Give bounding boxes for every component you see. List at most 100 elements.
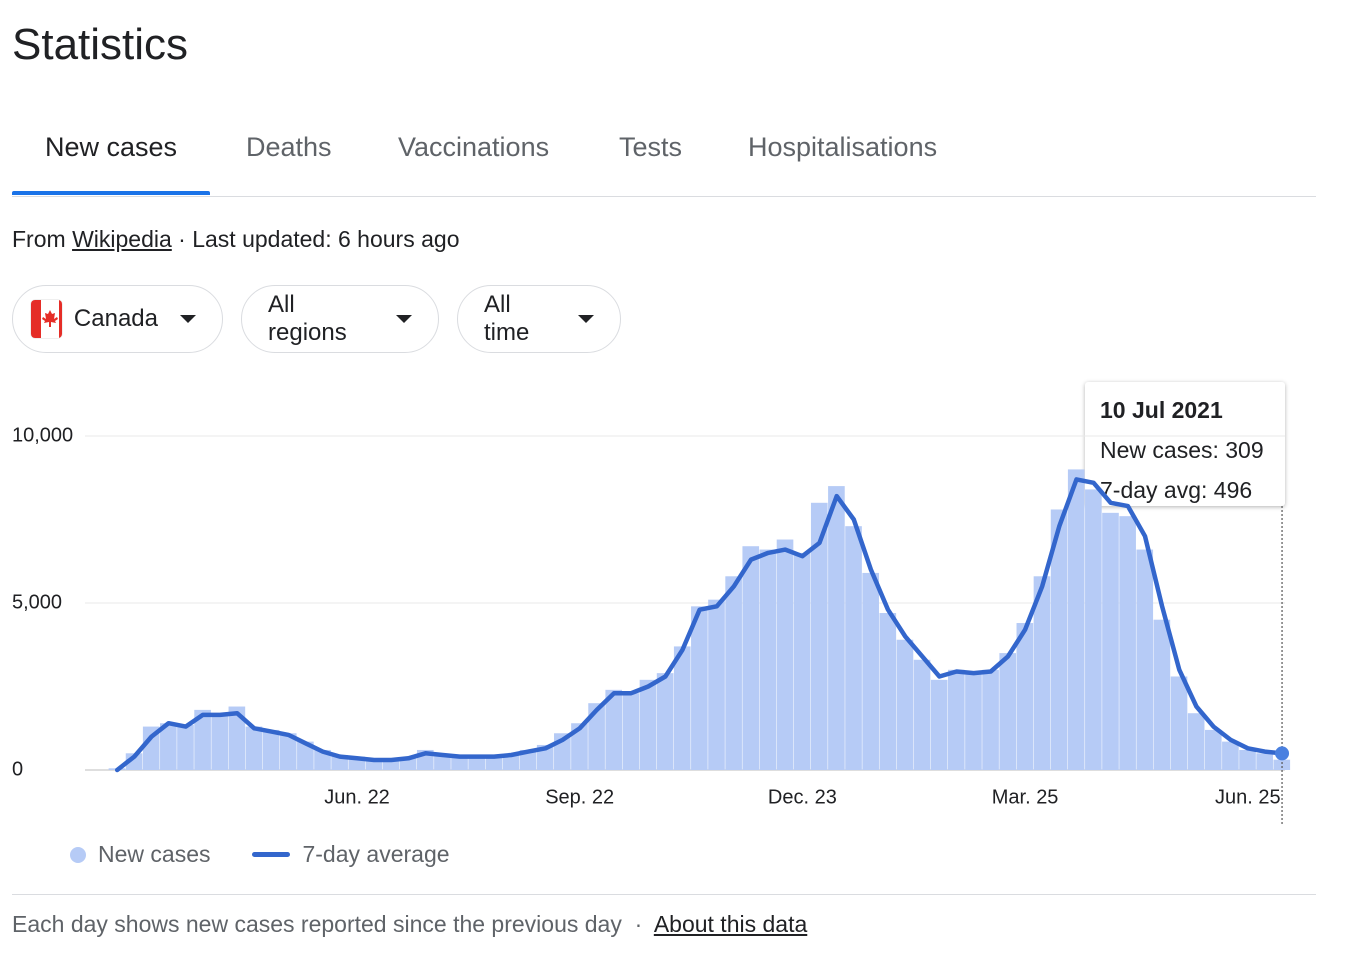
- bar: [160, 723, 177, 770]
- bar: [708, 599, 725, 770]
- bar: [331, 754, 348, 770]
- bar: [502, 753, 520, 770]
- bar: [194, 709, 211, 770]
- bar: [691, 606, 708, 770]
- bar: [828, 486, 845, 770]
- bar: [999, 653, 1017, 770]
- bar: [1153, 619, 1171, 770]
- y-tick-label: 0: [12, 758, 23, 780]
- hover-dot: [1275, 746, 1290, 761]
- footer: Each day shows new cases reported since …: [12, 911, 807, 938]
- x-tick-label: Jun. 25: [1215, 786, 1281, 808]
- source-prefix: From: [12, 226, 66, 252]
- bar: [793, 552, 811, 770]
- separator: ·: [634, 911, 643, 937]
- bar: [1016, 623, 1034, 770]
- bar: [982, 669, 999, 770]
- bar: [725, 576, 742, 770]
- bar: [125, 753, 143, 770]
- bar: [1085, 489, 1102, 770]
- bar: [108, 768, 126, 770]
- tab[interactable]: Tests: [619, 132, 683, 162]
- bar: [965, 673, 982, 770]
- divider: [12, 894, 1316, 895]
- bar: [913, 659, 931, 770]
- last-updated: · Last updated: 6 hours ago: [178, 226, 460, 252]
- filter-label: All regions: [268, 291, 347, 346]
- bar: [845, 526, 862, 770]
- dropdown-caret: [396, 315, 412, 323]
- bar: [177, 724, 194, 770]
- filter-chip[interactable]: All time: [457, 285, 621, 353]
- divider: [12, 196, 1316, 197]
- tooltip-item: 7-day avg: 496: [1100, 477, 1253, 503]
- bar: [1102, 512, 1119, 770]
- bar: [262, 729, 280, 770]
- bar: [930, 679, 948, 770]
- x-tick-label: Jun. 22: [324, 786, 390, 808]
- tab[interactable]: New cases: [45, 132, 178, 162]
- tooltip: 10 Jul 2021 New cases: 309 7-day avg: 49…: [1085, 382, 1285, 506]
- dropdown-caret: [578, 315, 594, 323]
- tab[interactable]: Vaccinations: [398, 132, 550, 162]
- y-tick-label: 5,000: [12, 591, 62, 613]
- legend-label: New cases: [98, 841, 211, 867]
- legend-swatch: [252, 852, 291, 857]
- line: [114, 477, 1285, 773]
- legend-label: 7-day average: [302, 841, 450, 867]
- bar: [245, 726, 263, 770]
- filter-label: All time: [484, 291, 530, 346]
- bar: [314, 749, 331, 770]
- bar: [468, 754, 485, 770]
- tab-indicator: [12, 191, 210, 195]
- bar: [1273, 759, 1291, 770]
- bar: [639, 679, 657, 770]
- bar: [434, 753, 451, 770]
- bar: [1204, 729, 1222, 770]
- bar: [348, 756, 366, 770]
- bar: [142, 726, 160, 770]
- flag-icon: [31, 300, 62, 338]
- bar: [554, 733, 571, 770]
- x-tick-label: Mar. 25: [992, 786, 1059, 808]
- filter-chip[interactable]: Canada: [12, 285, 223, 353]
- bar: [365, 758, 383, 770]
- tooltip-title: 10 Jul 2021: [1100, 397, 1223, 423]
- bar: [399, 757, 417, 770]
- bar: [571, 723, 588, 770]
- tab[interactable]: Deaths: [246, 132, 332, 162]
- bar: [879, 613, 897, 770]
- bar: [862, 572, 879, 770]
- bar: [742, 546, 760, 770]
- bar: [1256, 753, 1273, 770]
- bar: [1187, 713, 1205, 770]
- bar: [776, 539, 794, 770]
- dropdown-caret: [180, 315, 196, 323]
- bar: [1170, 676, 1188, 770]
- filter-label: Canada: [73, 305, 158, 332]
- filter-chip[interactable]: All regions: [241, 285, 439, 353]
- bar: [1119, 516, 1136, 770]
- bar: [1067, 469, 1085, 770]
- bar: [588, 703, 605, 770]
- bar: [673, 646, 691, 770]
- bar: [948, 669, 965, 770]
- footer-text: Each day shows new cases reported since …: [12, 911, 622, 937]
- bar: [485, 755, 503, 770]
- source-link[interactable]: Wikipedia: [72, 226, 172, 252]
- bar: [228, 706, 246, 770]
- y-tick-label: 10,000: [12, 424, 73, 446]
- bar: [519, 749, 537, 770]
- bar: [896, 639, 914, 770]
- bar: [622, 693, 640, 770]
- bar: [279, 733, 297, 770]
- x-tick-label: Dec. 23: [768, 786, 837, 808]
- bar: [416, 749, 434, 770]
- bar: [1222, 741, 1239, 770]
- source-line: From Wikipedia · Last updated: 6 hours a…: [12, 226, 459, 253]
- tab[interactable]: Hospitalisations: [748, 132, 938, 162]
- about-link[interactable]: About this data: [653, 911, 808, 937]
- bar: [605, 689, 623, 770]
- bar: [451, 755, 468, 770]
- legend: New cases 7-day average: [70, 841, 450, 868]
